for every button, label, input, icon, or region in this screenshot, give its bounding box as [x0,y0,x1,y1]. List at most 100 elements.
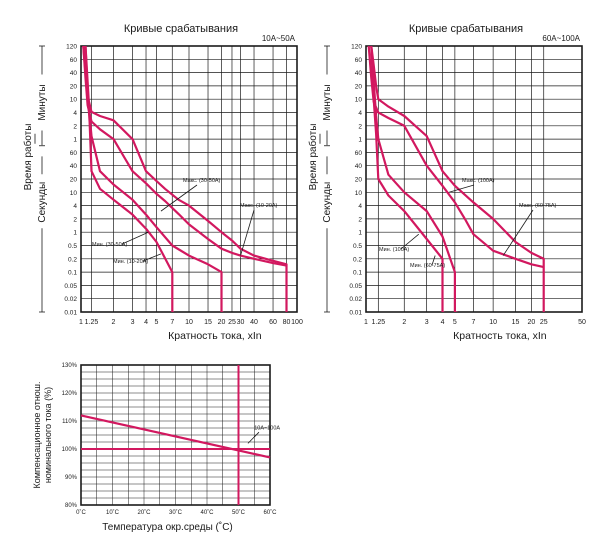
x-tick-label: 7 [170,319,174,326]
y-tick-label: 40 [355,163,363,170]
y-axis-label: Время работы [22,124,34,191]
y-tick-label: 130% [62,363,78,369]
y-tick-label: 1 [358,137,362,144]
y-tick-label: 0.1 [68,270,77,277]
plot-frame [80,364,271,506]
y-tick-label: 4 [358,110,362,117]
y-tick-label: 1 [73,137,77,144]
curve-group [82,46,288,312]
x-tick-label: 5 [155,319,159,326]
y-group-label-minutes: Минуты [37,84,48,120]
y-tick-label: 0.5 [68,243,77,250]
x-tick-label: 50˚C [232,509,246,516]
y-tick-label: 40 [355,70,363,77]
annotation-leader [240,209,255,256]
y-tick-label: 0.2 [353,256,362,263]
chart-title: Кривые срабатывания [124,23,238,35]
x-tick-label: 60˚C [263,509,277,516]
series-мин-60-75a [370,46,445,312]
y-tick-label: 2 [73,216,77,223]
y-tick-label: 10 [355,97,363,104]
chart-title: Кривые срабатывания [409,23,523,35]
annotation-label: Мин. (100A) [379,247,409,253]
y-tick-label: 0.05 [349,283,362,290]
x-tick-label: 40 [250,319,258,326]
y-tick-label: 0.2 [68,256,77,263]
y-tick-label: 2 [358,216,362,223]
y-tick-label: 0.01 [349,310,362,317]
y-tick-label: 10 [355,190,363,197]
y-group-label-seconds: Секунды [37,182,48,223]
series-макс-60-75a [370,46,546,312]
y-axis-label: Компенсационное отнош.номинального тока … [32,381,53,488]
y-tick-label: 10 [70,190,78,197]
y-tick-label: 40 [70,163,78,170]
x-tick-label: 2 [112,319,116,326]
y-tick-label: 60 [70,150,78,157]
x-tick-label: 20 [528,319,536,326]
chart-subtitle: 10A~50A [262,34,296,43]
x-tick-label: 2 [402,319,406,326]
y-tick-label: 2 [358,123,362,130]
x-tick-label: 1 [79,319,83,326]
x-tick-label: 20˚C [137,509,151,516]
y-tick-label: 100% [62,447,78,453]
x-axis-label: Кратность тока, xIn [453,330,547,342]
annotation-leader [247,431,260,444]
x-tick-label: 40˚C [200,509,214,516]
y-tick-label: 110% [62,419,78,425]
x-axis-label: Кратность тока, xIn [168,330,262,342]
curve-group [367,46,546,312]
x-tick-label: 1.25 [85,319,99,326]
annotation-leader [142,253,162,262]
y-tick-label: 60 [70,57,78,64]
x-tick-label: 20 [218,319,226,326]
y-tick-label: 20 [355,83,363,90]
x-tick-label: 0˚C [76,509,86,516]
y-group-label-minutes: Минуты [322,84,333,120]
series-мин-10-20a [84,46,175,312]
y-tick-label: 120 [66,44,77,51]
x-tick-label: 1 [364,319,368,326]
x-tick-label: 30˚C [169,509,183,516]
x-tick-label: 30 [237,319,245,326]
y-tick-label: 0.05 [64,283,77,290]
x-tick-label: 10 [489,319,497,326]
y-tick-label: 0.02 [64,296,77,303]
x-tick-label: 7 [471,319,475,326]
x-tick-label: 25 [540,319,548,326]
y-tick-label: 4 [73,110,77,117]
plot-frame [80,45,298,313]
annotation-label: Мин. (60-75A) [410,263,445,269]
y-tick-label: 20 [355,177,363,184]
y-tick-label: 0.01 [64,310,77,317]
y-tick-label: 60 [355,57,363,64]
x-tick-label: 5 [453,319,457,326]
x-tick-label: 3 [131,319,135,326]
y-tick-label: 0.1 [353,270,362,277]
x-tick-label: 60 [269,319,277,326]
annotation-leader [431,255,436,266]
annotation-label: Макс. (10-20A) [240,203,278,209]
y-tick-label: 2 [73,123,77,130]
x-tick-label: 4 [441,319,445,326]
temperature-chart: 0˚C 10˚C 20˚C 30˚C 40˚C 50˚C 60˚C 130% 120% 110% 1… [32,363,280,533]
y-tick-label: 10 [70,97,78,104]
annotation-leader [502,209,534,256]
annotation-leader [448,184,475,193]
annotation-label: Мин. (30-50A) [92,242,127,248]
annotation-label: Макс. (30-50A) [183,178,221,184]
x-tick-label: 1.25 [372,319,386,326]
annotation-label: Макс. (60-75A) [519,203,557,209]
y-tick-label: 40 [70,70,78,77]
series-макс-30-50a [82,46,287,267]
y-tick-label: 120 [351,44,362,51]
series-10a-100a [80,414,271,459]
y-tick-label: 60 [355,150,363,157]
x-tick-label: 15 [204,319,212,326]
x-axis-label: Температура окр.среды (˚C) [102,521,233,533]
annotation-leader [400,233,420,250]
x-tick-label: 10˚C [106,509,120,516]
x-tick-label: 100 [291,319,303,326]
